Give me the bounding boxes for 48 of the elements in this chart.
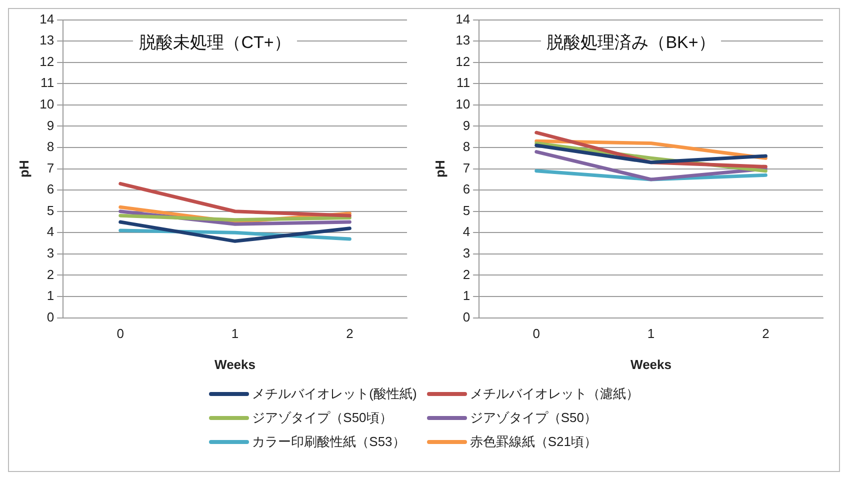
y-tick-label: 12: [456, 54, 470, 69]
y-tick-label: 2: [462, 266, 470, 282]
y-tick-label: 4: [46, 224, 54, 240]
y-tick-label: 13: [40, 32, 54, 48]
y-axis-title: pH: [432, 160, 448, 178]
y-tick-label: 2: [46, 266, 54, 282]
x-axis-title: Weeks: [630, 356, 672, 372]
y-tick-label: 11: [40, 75, 54, 90]
y-tick-label: 10: [456, 96, 470, 112]
y-tick-label: 6: [462, 182, 470, 197]
legend-label: カラー印刷酸性紙（S53）: [252, 433, 406, 451]
y-tick-label: 0: [46, 309, 54, 324]
y-tick-label: 14: [456, 11, 470, 26]
y-tick-label: 7: [46, 160, 54, 176]
y-axis-title: pH: [16, 160, 32, 178]
y-tick-label: 4: [462, 224, 470, 240]
legend-label: 赤色罫線紙（S21頃）: [470, 433, 597, 451]
legend-label: メチルバイオレット(酸性紙): [252, 385, 417, 403]
x-tick-label: 2: [346, 326, 354, 342]
legend-label: ジアゾタイプ（S50頃）: [252, 409, 392, 427]
x-tick-label: 1: [647, 326, 655, 342]
y-tick-label: 12: [40, 54, 54, 69]
x-tick-label: 1: [231, 326, 239, 342]
y-tick-label: 8: [46, 139, 54, 154]
y-tick-label: 13: [456, 32, 470, 48]
x-tick-label: 0: [532, 326, 540, 342]
y-tick-label: 5: [462, 202, 470, 218]
y-tick-label: 9: [462, 118, 470, 133]
legend-label: ジアゾタイプ（S50）: [470, 409, 597, 427]
y-tick-label: 7: [462, 160, 470, 176]
text: 脱酸処理済み（BK+）: [540, 31, 722, 54]
y-tick-label: 8: [462, 139, 470, 154]
y-tick-label: 6: [46, 182, 54, 197]
y-tick-label: 5: [46, 202, 54, 218]
x-tick-label: 0: [116, 326, 124, 342]
y-tick-label: 10: [40, 96, 54, 112]
x-axis-title: Weeks: [214, 356, 256, 372]
y-tick-label: 3: [46, 246, 54, 261]
x-tick-label: 2: [762, 326, 770, 342]
legend-label: メチルバイオレット（濾紙）: [470, 385, 639, 403]
y-tick-label: 1: [462, 288, 470, 304]
text: 脱酸未処理（CT+）: [133, 31, 297, 54]
y-tick-label: 3: [462, 246, 470, 261]
y-tick-label: 9: [46, 118, 54, 133]
y-tick-label: 0: [462, 309, 470, 324]
y-tick-label: 14: [40, 11, 54, 26]
y-tick-label: 1: [46, 288, 54, 304]
y-tick-label: 11: [456, 75, 470, 90]
